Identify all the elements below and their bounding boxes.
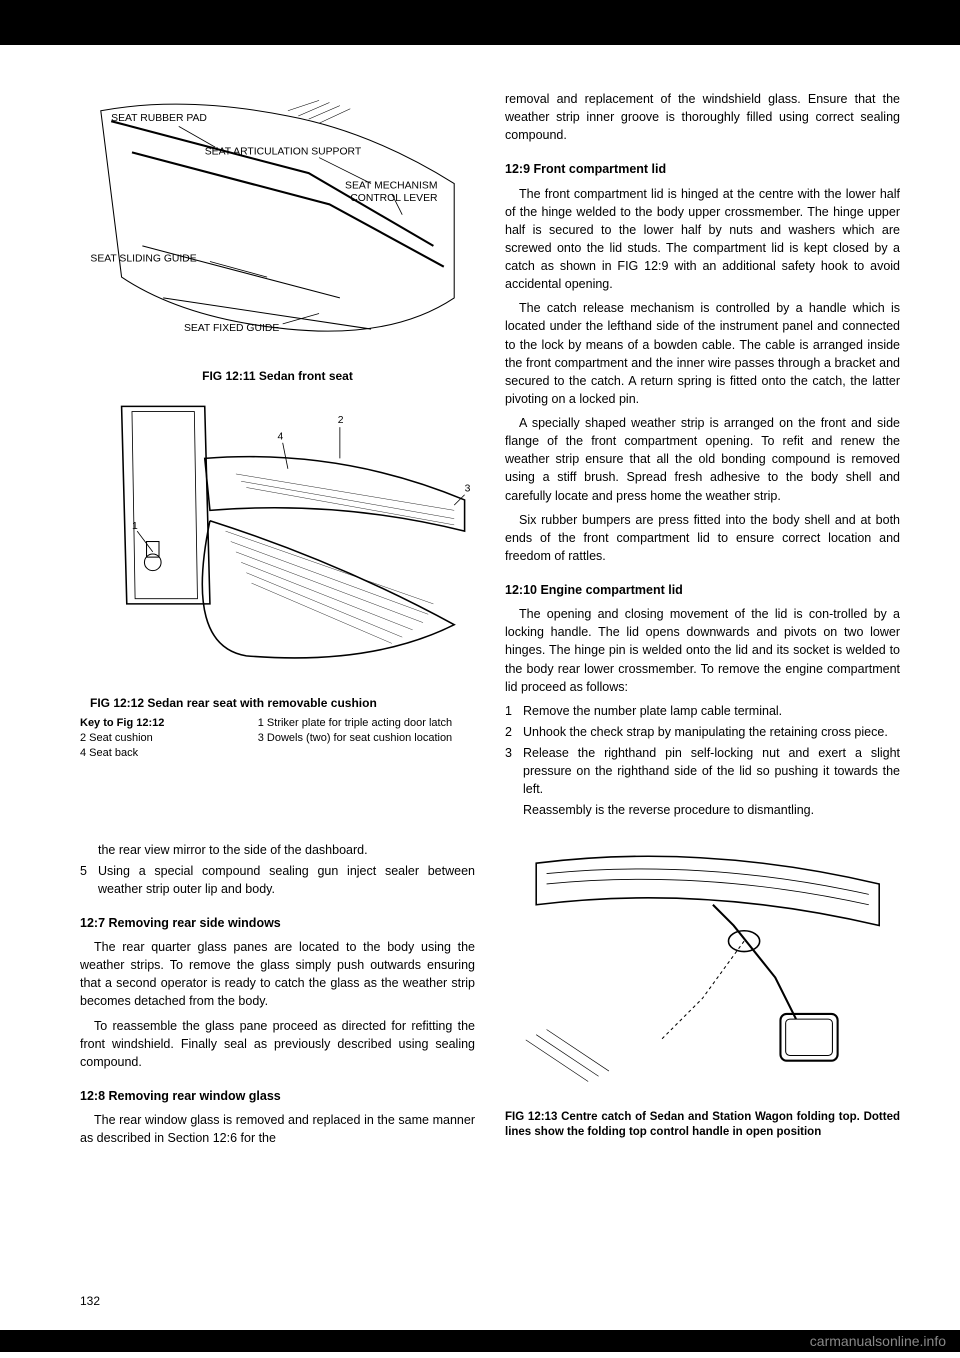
heading-12-10: 12:10 Engine compartment lid — [505, 581, 900, 599]
label-fixed-guide: SEAT FIXED GUIDE — [184, 323, 279, 334]
list-item-2: 2 Unhook the check strap by manipulating… — [505, 723, 900, 741]
sedan-front-seat-diagram: SEAT RUBBER PAD SEAT ARTICULATION SUPPOR… — [80, 90, 475, 360]
list-text-5: Using a special compound sealing gun inj… — [98, 862, 475, 898]
list-num-5: 5 — [80, 862, 98, 898]
list-num-3: 3 — [505, 744, 523, 798]
figure-12-11: SEAT RUBBER PAD SEAT ARTICULATION SUPPOR… — [80, 90, 475, 386]
para-12-8-1: The rear window glass is removed and rep… — [80, 1111, 475, 1147]
sedan-rear-seat-diagram: 1 2 3 4 — [80, 396, 475, 687]
callout-1: 1 — [132, 521, 138, 532]
list-item-3b: Reassembly is the reverse procedure to d… — [523, 801, 900, 819]
heading-12-8: 12:8 Removing rear window glass — [80, 1087, 475, 1105]
watermark-bar: carmanualsonline.info — [0, 1330, 960, 1352]
fig-12-11-caption: FIG 12:11 Sedan front seat — [80, 368, 475, 385]
two-column-layout: SEAT RUBBER PAD SEAT ARTICULATION SUPPOR… — [80, 90, 900, 1153]
fig-key-3: 3 Dowels (two) for seat cushion location — [258, 731, 475, 746]
para-12-9-3: A specially shaped weather strip is arra… — [505, 414, 900, 505]
list-item-5: 5 Using a special compound sealing gun i… — [80, 862, 475, 898]
label-seat-rubber-pad: SEAT RUBBER PAD — [111, 113, 207, 124]
top-black-bar — [0, 0, 960, 45]
para-12-10-1: The opening and closing movement of the … — [505, 605, 900, 696]
para-12-7-2: To reassemble the glass pane proceed as … — [80, 1017, 475, 1071]
page-number: 132 — [80, 1294, 100, 1308]
list-item-1: 1 Remove the number plate lamp cable ter… — [505, 702, 900, 720]
label-sliding-guide: SEAT SLIDING GUIDE — [90, 254, 196, 265]
heading-12-9: 12:9 Front compartment lid — [505, 160, 900, 178]
fig-12-12-caption: FIG 12:12 Sedan rear seat with removable… — [80, 695, 475, 712]
callout-2: 2 — [338, 415, 344, 426]
figure-12-13: FIG 12:13 Centre catch of Sedan and Stat… — [505, 832, 900, 1141]
watermark-text: carmanualsonline.info — [810, 1333, 946, 1349]
right-column: removal and replacement of the windshiel… — [505, 90, 900, 1153]
callout-3: 3 — [465, 483, 471, 494]
list-text-1: Remove the number plate lamp cable termi… — [523, 702, 900, 720]
list-num-2: 2 — [505, 723, 523, 741]
para-continuation: removal and replacement of the windshiel… — [505, 90, 900, 144]
fig-12-13-caption: FIG 12:13 Centre catch of Sedan and Stat… — [505, 1110, 900, 1141]
figure-12-12: 1 2 3 4 FIG 12:12 Sedan rear seat with r… — [80, 396, 475, 761]
fig-12-12-key: Key to Fig 12:12 1 Striker plate for tri… — [80, 716, 475, 761]
list-item-3: 3 Release the righthand pin self-locking… — [505, 744, 900, 798]
list-text-2: Unhook the check strap by manipulating t… — [523, 723, 900, 741]
label-articulation: SEAT ARTICULATION SUPPORT — [205, 146, 362, 157]
fig-key-4: 4 Seat back — [80, 746, 258, 761]
heading-12-7: 12:7 Removing rear side windows — [80, 914, 475, 932]
fig-key-1: 1 Striker plate for triple acting door l… — [258, 716, 475, 731]
para-12-9-1: The front compartment lid is hinged at t… — [505, 185, 900, 294]
para-12-9-2: The catch release mechanism is controlle… — [505, 299, 900, 408]
page-container: SEAT RUBBER PAD SEAT ARTICULATION SUPPOR… — [0, 0, 960, 1358]
fig-key-2: 2 Seat cushion — [80, 731, 258, 746]
para-12-9-4: Six rubber bumpers are press fitted into… — [505, 511, 900, 565]
callout-4: 4 — [278, 431, 284, 442]
left-column: SEAT RUBBER PAD SEAT ARTICULATION SUPPOR… — [80, 90, 475, 1153]
list-num-1: 1 — [505, 702, 523, 720]
para-12-7-1: The rear quarter glass panes are located… — [80, 938, 475, 1011]
continuation-text: the rear view mirror to the side of the … — [98, 841, 475, 859]
label-control-lever: CONTROL LEVER — [350, 193, 438, 204]
centre-catch-diagram — [505, 832, 900, 1102]
list-text-3: Release the righthand pin self-locking n… — [523, 744, 900, 798]
label-mechanism: SEAT MECHANISM — [345, 181, 437, 192]
fig-key-label: Key to Fig 12:12 — [80, 717, 164, 729]
